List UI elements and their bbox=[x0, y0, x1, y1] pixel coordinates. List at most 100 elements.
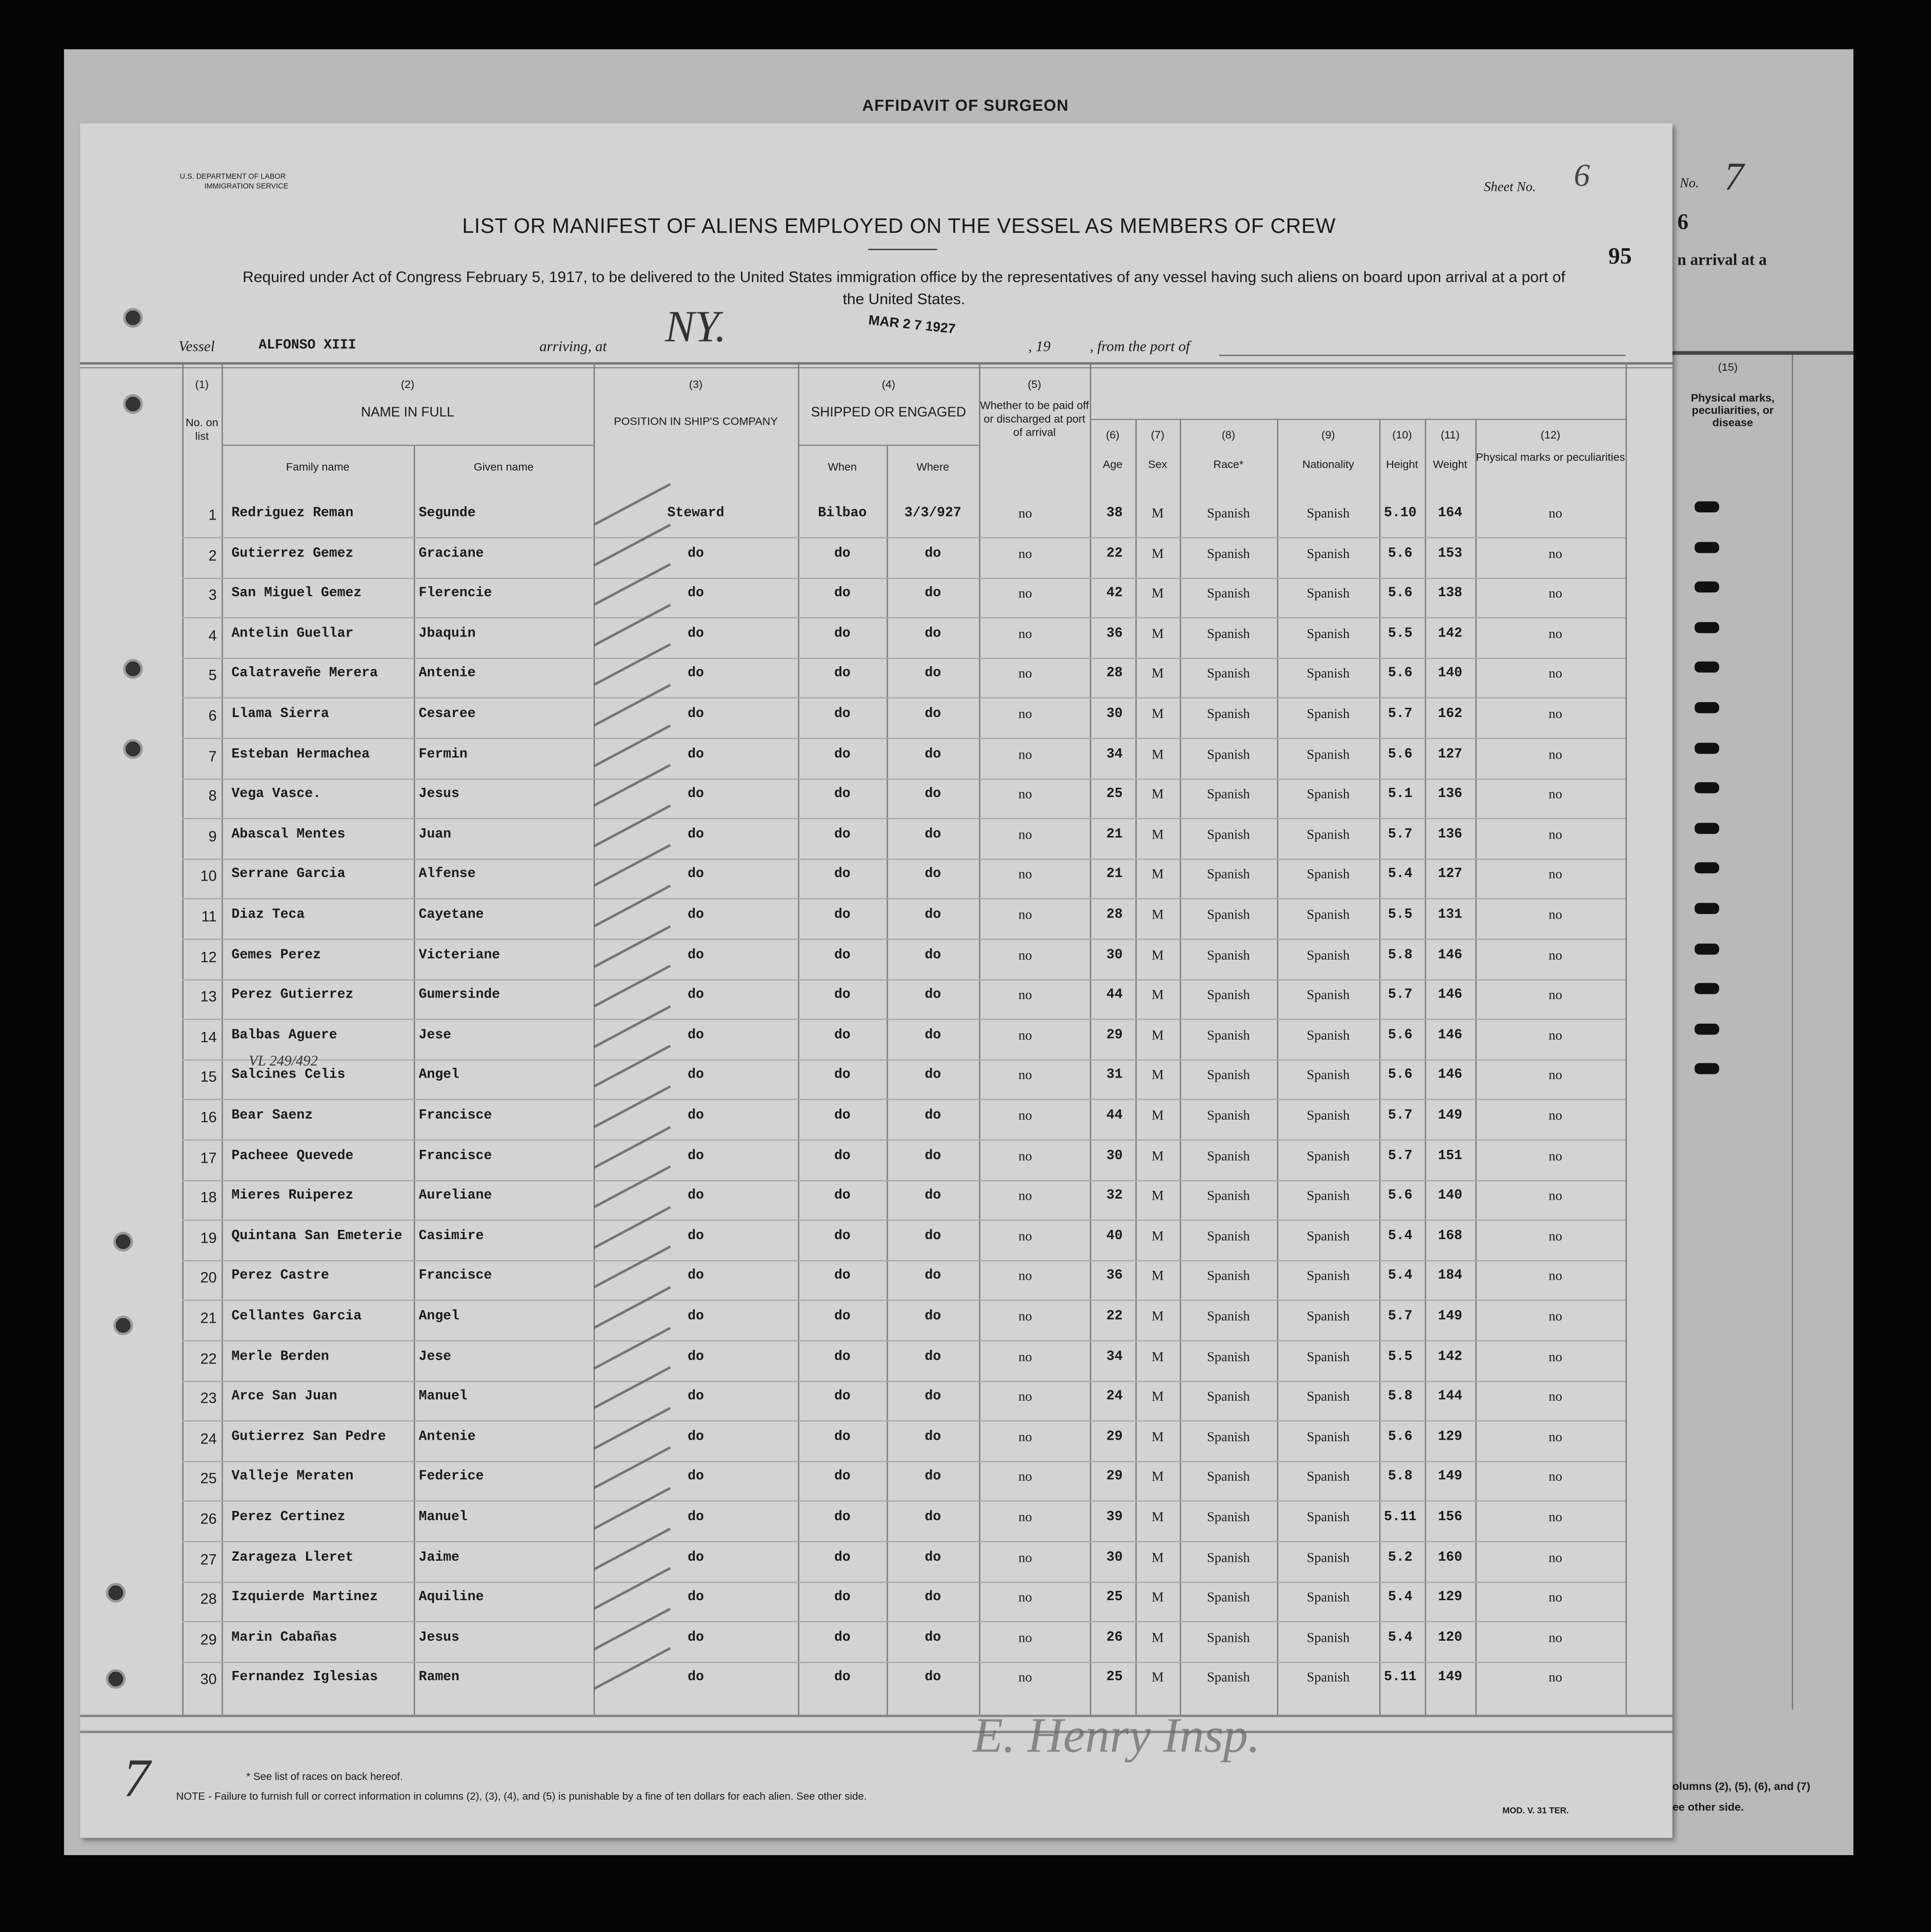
redaction-mark-icon bbox=[1694, 863, 1719, 874]
paid-off: no bbox=[1018, 1430, 1032, 1445]
row-rule bbox=[182, 1581, 1626, 1583]
paid-off: no bbox=[1018, 1148, 1032, 1164]
col2-number: (2) bbox=[400, 378, 415, 391]
height: 5.7 bbox=[1388, 707, 1413, 722]
manifest-title: LIST OR MANIFEST OF ALIENS EMPLOYED ON T… bbox=[462, 214, 1336, 238]
col3-number: (3) bbox=[689, 378, 703, 391]
shipped-where: do bbox=[924, 908, 941, 923]
nationality: Spanish bbox=[1306, 1510, 1350, 1525]
sex: M bbox=[1151, 1108, 1164, 1124]
paid-off: no bbox=[1018, 1189, 1032, 1204]
position: do bbox=[688, 1148, 704, 1164]
row-number: 25 bbox=[200, 1470, 217, 1487]
row-rule bbox=[182, 818, 1626, 820]
family-name: Perez Gutierrez bbox=[231, 988, 354, 1003]
col11-header: Weight bbox=[1433, 458, 1467, 471]
row-number: 7 bbox=[208, 747, 217, 765]
physical-marks: no bbox=[1548, 747, 1562, 762]
paid-off: no bbox=[1018, 1108, 1032, 1124]
row-rule bbox=[182, 1260, 1626, 1261]
race: Spanish bbox=[1206, 1108, 1250, 1124]
race: Spanish bbox=[1206, 867, 1250, 883]
col10-number: (10) bbox=[1392, 428, 1412, 441]
affidavit-title: AFFIDAVIT OF SURGEON bbox=[862, 96, 1069, 115]
col4b-header: Where bbox=[916, 461, 950, 473]
row-number: 5 bbox=[208, 667, 217, 684]
redaction-mark-icon bbox=[1694, 943, 1719, 954]
given-name: Francisce bbox=[418, 1108, 492, 1124]
nationality: Spanish bbox=[1306, 1148, 1350, 1164]
sex: M bbox=[1151, 1189, 1164, 1204]
race: Spanish bbox=[1206, 827, 1250, 843]
paid-off: no bbox=[1018, 1470, 1032, 1485]
age: 25 bbox=[1106, 1590, 1123, 1605]
sex: M bbox=[1151, 1430, 1164, 1445]
sex: M bbox=[1151, 707, 1164, 722]
punch-hole-icon bbox=[123, 394, 143, 414]
physical-marks: no bbox=[1548, 1670, 1562, 1686]
redaction-mark-icon bbox=[1694, 702, 1719, 713]
sex: M bbox=[1151, 988, 1164, 1003]
family-name: Merle Berden bbox=[231, 1349, 329, 1365]
position: do bbox=[688, 667, 704, 682]
col12-header: Physical marks or peculiarities bbox=[1476, 451, 1625, 464]
race: Spanish bbox=[1206, 1630, 1250, 1646]
given-name: Antenie bbox=[418, 667, 476, 682]
sex: M bbox=[1151, 908, 1164, 923]
shipped-when: do bbox=[834, 667, 851, 682]
shipped-where: do bbox=[924, 1389, 941, 1405]
given-name: Angel bbox=[418, 1068, 459, 1084]
weight: 146 bbox=[1438, 1068, 1462, 1084]
sex: M bbox=[1151, 506, 1164, 521]
position: do bbox=[688, 1630, 704, 1646]
given-name: Federice bbox=[418, 1470, 484, 1485]
race: Spanish bbox=[1206, 586, 1250, 602]
column-divider bbox=[1277, 419, 1279, 1715]
height: 5.8 bbox=[1388, 1470, 1413, 1485]
shipped-when: do bbox=[834, 1269, 851, 1284]
punch-hole-icon bbox=[106, 1669, 126, 1689]
column-divider bbox=[979, 364, 980, 1715]
physical-marks: no bbox=[1548, 546, 1562, 562]
height: 5.5 bbox=[1388, 1349, 1413, 1365]
col15-number: (15) bbox=[1718, 361, 1738, 373]
punch-hole-icon bbox=[113, 1316, 133, 1336]
age: 30 bbox=[1106, 948, 1123, 963]
weight: 127 bbox=[1438, 867, 1462, 883]
race: Spanish bbox=[1206, 747, 1250, 762]
back-partial-text: n arrival at a bbox=[1677, 250, 1767, 269]
column-divider bbox=[182, 364, 184, 1715]
age: 40 bbox=[1106, 1229, 1123, 1244]
physical-marks: no bbox=[1548, 627, 1562, 642]
weight: 120 bbox=[1438, 1630, 1462, 1646]
row-number: 11 bbox=[201, 908, 217, 925]
row-number: 21 bbox=[200, 1309, 217, 1327]
position: do bbox=[688, 827, 704, 843]
race: Spanish bbox=[1206, 1229, 1250, 1244]
redaction-mark-icon bbox=[1694, 582, 1719, 593]
year-label: , 19 bbox=[1028, 337, 1051, 355]
given-name: Juan bbox=[418, 827, 452, 843]
physical-marks: no bbox=[1548, 506, 1562, 521]
given-name: Aquiline bbox=[418, 1590, 484, 1605]
age: 34 bbox=[1106, 1349, 1123, 1365]
row-number: 1 bbox=[208, 506, 217, 524]
age: 21 bbox=[1106, 867, 1123, 883]
race: Spanish bbox=[1206, 667, 1250, 682]
shipped-when: do bbox=[834, 627, 851, 642]
position: do bbox=[688, 1430, 704, 1445]
row-rule bbox=[182, 1380, 1626, 1382]
column-divider bbox=[1475, 419, 1477, 1715]
paid-off: no bbox=[1018, 1670, 1032, 1686]
row-rule bbox=[182, 1179, 1626, 1181]
paid-off: no bbox=[1018, 867, 1032, 883]
paid-off: no bbox=[1018, 1068, 1032, 1084]
physical-marks: no bbox=[1548, 948, 1562, 963]
column-divider bbox=[1090, 364, 1091, 1715]
position: do bbox=[688, 1510, 704, 1525]
family-name: San Miguel Gemez bbox=[231, 586, 362, 602]
nationality: Spanish bbox=[1306, 1269, 1350, 1284]
given-name: Alfense bbox=[418, 867, 476, 883]
family-name: Gutierrez San Pedre bbox=[231, 1430, 386, 1445]
shipped-where: 3/3/927 bbox=[904, 506, 961, 521]
